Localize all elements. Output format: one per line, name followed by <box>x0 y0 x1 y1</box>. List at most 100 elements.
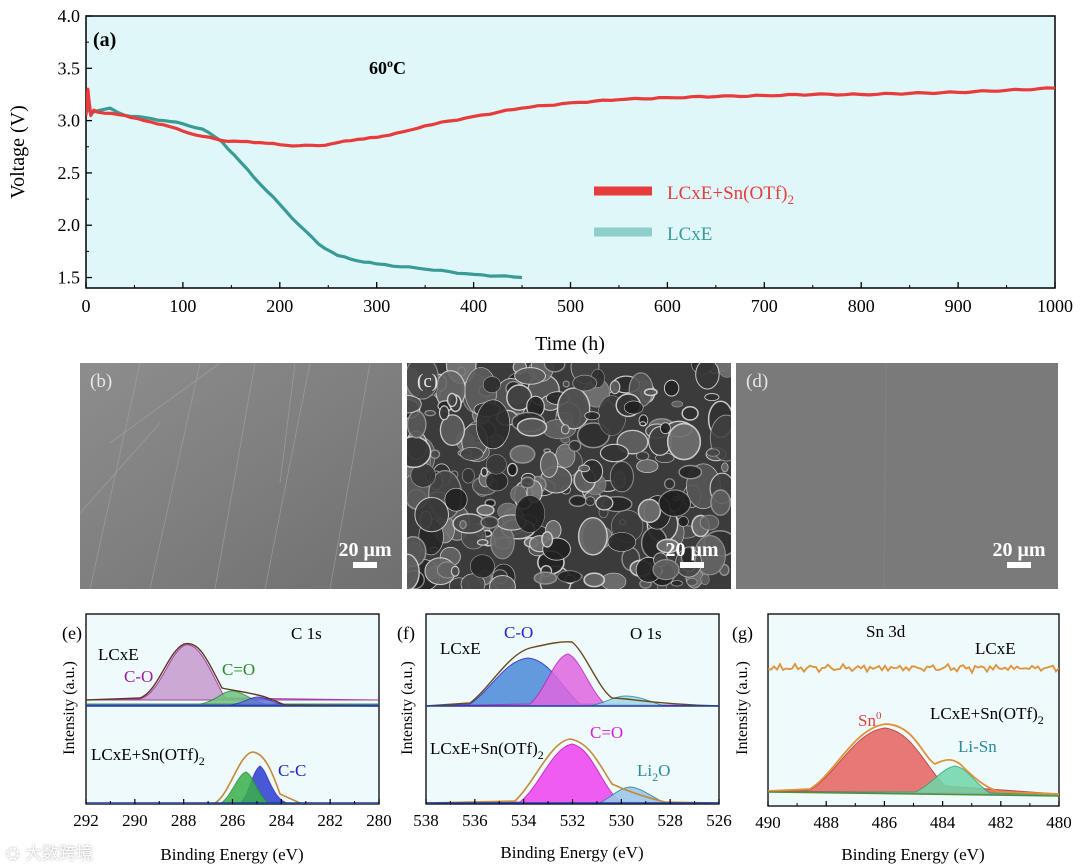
spectrum-g-lcxe <box>768 662 1059 675</box>
sem-grain <box>459 520 467 530</box>
scale-bar-b: 20 μm <box>330 539 400 568</box>
sem-grain <box>643 388 658 397</box>
sem-grain <box>678 464 703 480</box>
sem-grain <box>476 538 489 546</box>
sem-grain <box>520 476 536 489</box>
sem-grain <box>658 489 692 518</box>
x-tick-label: 530 <box>609 811 635 830</box>
peak-e-co <box>86 644 379 701</box>
sem-grain <box>607 532 637 552</box>
panel-label-f: (f) <box>397 623 415 644</box>
series-line-lcxe <box>86 106 523 280</box>
sem-texture-flat <box>736 363 1058 589</box>
x-tick-label: 280 <box>366 811 392 830</box>
sem-grain <box>444 487 468 512</box>
sem-grain <box>407 553 420 589</box>
sem-grain <box>666 422 702 461</box>
sem-grain <box>533 571 558 585</box>
sem-grain <box>639 421 647 427</box>
sem-grain <box>439 414 466 446</box>
x-tick-label-a: 200 <box>266 296 293 316</box>
sem-grain <box>578 464 591 473</box>
x-tick-label-a: 500 <box>557 296 584 316</box>
x-axis-title-g: Binding Energy (eV) <box>841 845 984 864</box>
x-axis-title: Time (h) <box>535 333 605 355</box>
x-tick-label: 538 <box>413 811 439 830</box>
x-tick-label: 290 <box>122 811 148 830</box>
sample-label-f-bottom: LCxE+Sn(OTf)2 <box>430 739 544 762</box>
watermark-icon: ⛭ <box>6 844 20 864</box>
peak-f-ceo-bottom <box>426 743 719 804</box>
y-axis-title-g: Intensity (a.u.) <box>734 661 751 755</box>
peak-g-sn0 <box>768 727 1059 795</box>
y-axis-title-f: Intensity (a.u.) <box>399 661 416 755</box>
sample-label-f-top: LCxE <box>440 639 481 658</box>
scale-bar-c: 20 μm <box>657 539 727 568</box>
sem-grain <box>407 363 439 400</box>
x-tick-label: 532 <box>560 811 586 830</box>
xps-panel-e: 292 290 288 286 284 282 280 (e) C 1s LCxE LCxE… <box>61 613 392 864</box>
sem-grain <box>583 572 606 588</box>
x-tick-label: 486 <box>872 813 898 832</box>
y-tick-label-a: 1.5 <box>58 268 81 288</box>
sem-grain <box>710 489 731 516</box>
x-axis-title-f: Binding Energy (eV) <box>500 843 643 862</box>
plot-e-background <box>85 613 380 805</box>
sem-grain <box>652 559 680 581</box>
legend-label-lcxe: LCxE <box>667 224 712 245</box>
peak-label-g-sn0: Sn0 <box>858 710 882 730</box>
xps-title-g: Sn 3d <box>866 622 906 641</box>
sem-grain <box>489 575 516 589</box>
sem-grain <box>509 444 536 464</box>
x-tick-label-a: 400 <box>460 296 487 316</box>
y-axis-title: Voltage (V) <box>7 105 29 199</box>
sem-grain <box>407 395 422 414</box>
peak-f-li2o-top <box>426 695 719 707</box>
sem-grain <box>568 439 582 452</box>
sem-grain <box>407 410 427 439</box>
peak-label-f-li2o: Li2O <box>637 761 670 784</box>
sem-grain <box>485 454 507 475</box>
x-axis-title-e: Binding Energy (eV) <box>160 845 303 864</box>
x-tick-label: 286 <box>220 811 246 830</box>
sem-grain <box>609 461 634 493</box>
x-tick-label: 288 <box>171 811 197 830</box>
sem-grain <box>635 451 650 461</box>
x-tick-label: 282 <box>317 811 343 830</box>
sem-texture-smooth <box>80 363 402 589</box>
sample-label-e-bottom: LCxE+Sn(OTf)2 <box>91 745 205 768</box>
peak-label-e-cc: C-C <box>278 761 306 780</box>
sem-grain <box>599 443 629 463</box>
y-tick-label-a: 3.0 <box>58 111 81 131</box>
sem-grain <box>476 504 495 517</box>
sem-grain <box>475 399 511 450</box>
baseline-g <box>768 791 1059 797</box>
y-tick-label-a: 4.0 <box>58 6 81 26</box>
x-tick-label: 536 <box>462 811 488 830</box>
sem-grain <box>700 573 710 586</box>
x-tick-label: 528 <box>657 811 683 830</box>
sem-image-c: (c) 20 μm <box>407 363 731 589</box>
xps-charts: 292 290 288 286 284 282 280 (e) C 1s LCxE LCxE… <box>61 613 1072 864</box>
sem-grain <box>543 363 566 373</box>
sem-grain <box>480 515 500 529</box>
xps-panel-f: 538 536 534 532 530 528 526 (f) O 1s LCxE LCxE… <box>397 613 732 862</box>
sem-grain <box>469 554 495 579</box>
sem-grain <box>706 448 720 457</box>
sem-grain <box>438 405 450 421</box>
xps-title-f: O 1s <box>630 624 662 643</box>
sem-grain <box>516 417 548 437</box>
sem-grain <box>663 379 680 397</box>
watermark: ⛭ 大数跨境 <box>6 839 93 864</box>
sem-grain <box>568 494 587 508</box>
sem-grain <box>695 363 720 390</box>
y-tick-label-a: 2.5 <box>58 163 81 183</box>
sem-grain <box>686 577 698 586</box>
peak-e-ceo-bottom <box>86 771 379 804</box>
plot-a-background <box>85 15 1056 289</box>
sem-grain <box>699 514 720 531</box>
sem-grain <box>446 392 458 408</box>
sem-grain <box>584 496 596 507</box>
panel-label-a: (a) <box>93 29 116 51</box>
x-tick-label: 480 <box>1046 813 1072 832</box>
